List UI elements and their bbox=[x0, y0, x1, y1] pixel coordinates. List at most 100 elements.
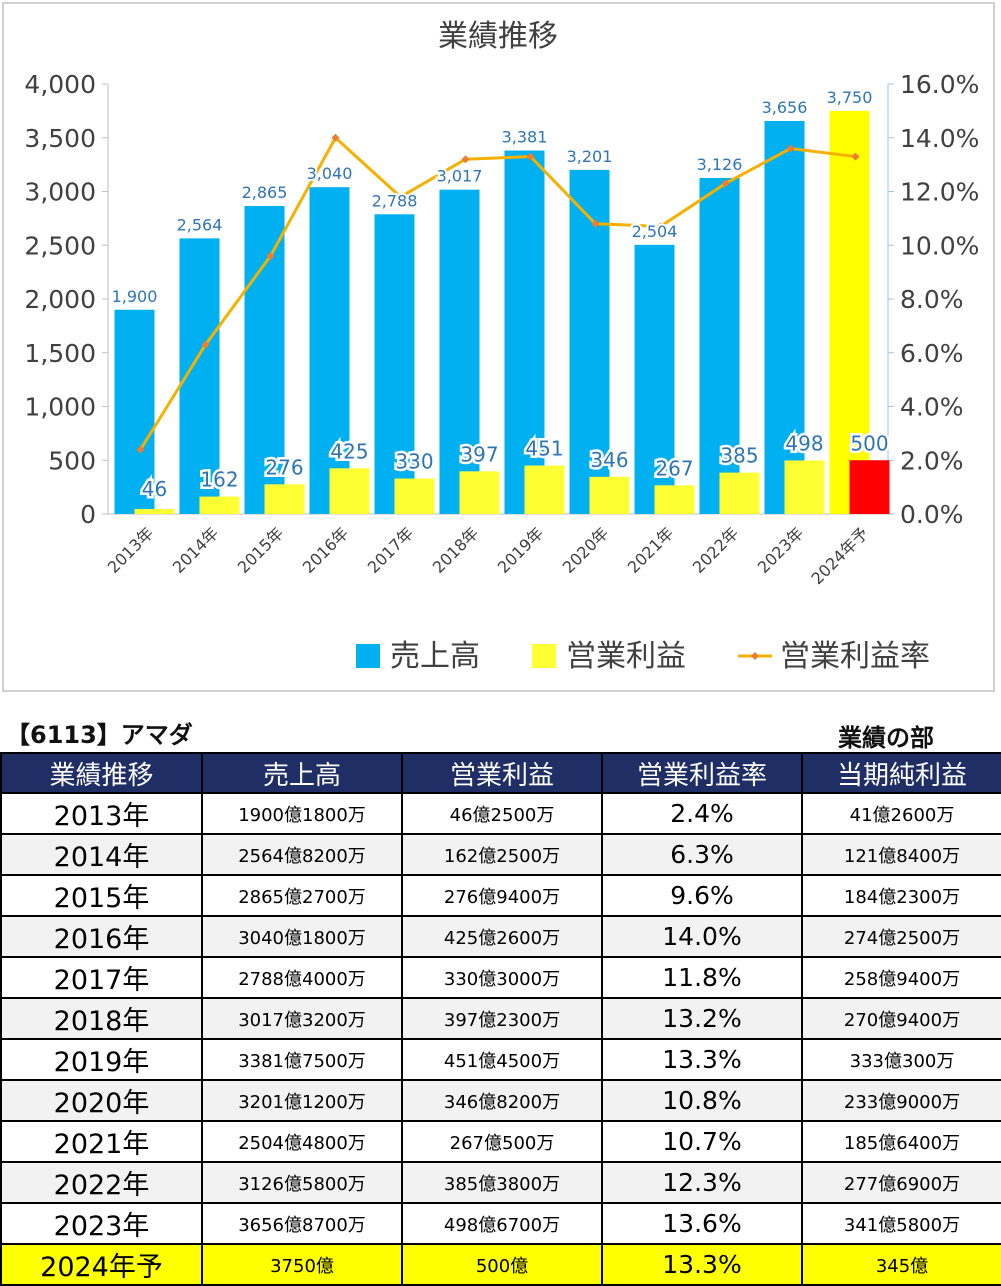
table-cell-period: 2018年 bbox=[0, 997, 203, 1040]
y2-tick-label: 14.0% bbox=[900, 124, 979, 153]
x-tick-label: 2022年 bbox=[689, 523, 743, 577]
table-cell-operating-margin: 10.8% bbox=[601, 1079, 803, 1122]
revenue-data-label: 3,040 bbox=[307, 164, 353, 183]
operating-profit-data-label: 397 bbox=[460, 442, 498, 466]
table-cell-revenue: 2504億4800万 bbox=[201, 1120, 403, 1163]
y-tick-label: 1,500 bbox=[24, 339, 96, 368]
company-name: 【6113】アマダ bbox=[6, 721, 193, 749]
section-label: 業績の部 bbox=[838, 724, 934, 752]
table-cell-operating-margin: 6.3% bbox=[601, 833, 803, 876]
table-cell-operating-margin: 13.3% bbox=[601, 1243, 803, 1286]
table-row: 2013年 1900億1800万 46億2500万 2.4% 41億2600万 bbox=[0, 792, 1001, 835]
header-operating-margin: 営業利益率 bbox=[601, 752, 803, 794]
table-cell-revenue: 3381億7500万 bbox=[201, 1038, 403, 1081]
header-period: 業績推移 bbox=[0, 752, 203, 794]
y-tick-label: 4,000 bbox=[24, 70, 96, 99]
revenue-data-label: 1,900 bbox=[112, 287, 158, 306]
table-cell-period: 2020年 bbox=[0, 1079, 203, 1122]
table-cell-period: 2021年 bbox=[0, 1120, 203, 1163]
x-tick-label: 2015年 bbox=[234, 523, 288, 577]
table-row: 2024年予 3750億 500億 13.3% 345億 bbox=[0, 1243, 1001, 1286]
operating-margin-point bbox=[851, 152, 860, 161]
table-cell-operating-profit: 385億3800万 bbox=[401, 1161, 603, 1204]
revenue-data-label: 3,381 bbox=[502, 128, 548, 147]
table-cell-operating-margin: 13.6% bbox=[601, 1202, 803, 1245]
x-tick-label: 2016年 bbox=[299, 523, 353, 577]
table-cell-revenue: 2564億8200万 bbox=[201, 833, 403, 876]
revenue-data-label: 2,788 bbox=[372, 191, 418, 210]
table-cell-operating-profit: 276億9400万 bbox=[401, 874, 603, 917]
operating-margin-point bbox=[136, 445, 145, 454]
y2-tick-label: 8.0% bbox=[900, 285, 964, 314]
table-cell-net-income: 185億6400万 bbox=[801, 1120, 1001, 1163]
operating-profit-data-label: 498 bbox=[785, 431, 823, 455]
operating-margin-point bbox=[266, 252, 275, 260]
table-row: 2019年 3381億7500万 451億4500万 13.3% 333億300万 bbox=[0, 1038, 1001, 1081]
operating-profit-bar bbox=[849, 460, 890, 514]
revenue-bar bbox=[114, 309, 155, 514]
operating-profit-data-label: 500 bbox=[850, 431, 888, 455]
table-cell-operating-profit: 500億 bbox=[401, 1243, 603, 1286]
table-cell-operating-margin: 12.3% bbox=[601, 1161, 803, 1204]
y-tick-label: 3,500 bbox=[24, 124, 96, 153]
table-cell-net-income: 233億9000万 bbox=[801, 1079, 1001, 1122]
table-cell-operating-margin: 2.4% bbox=[601, 792, 803, 835]
operating-margin-point bbox=[396, 192, 405, 201]
table-cell-period: 2023年 bbox=[0, 1202, 203, 1245]
y2-tick-label: 4.0% bbox=[900, 393, 964, 422]
table-cell-operating-margin: 9.6% bbox=[601, 874, 803, 917]
table-cell-operating-profit: 498億6700万 bbox=[401, 1202, 603, 1245]
table-cell-net-income: 333億300万 bbox=[801, 1038, 1001, 1081]
table-row: 2020年 3201億1200万 346億8200万 10.8% 233億9000万 bbox=[0, 1079, 1001, 1122]
revenue-bar bbox=[374, 214, 415, 515]
operating-profit-bar bbox=[134, 509, 175, 514]
y2-tick-label: 0.0% bbox=[900, 500, 964, 529]
table-cell-net-income: 121億8400万 bbox=[801, 833, 1001, 876]
legend-label-operating-profit: 営業利益 bbox=[566, 639, 686, 674]
table-cell-period: 2024年予 bbox=[0, 1243, 203, 1286]
operating-profit-bar bbox=[199, 496, 240, 514]
table-cell-net-income: 277億6900万 bbox=[801, 1161, 1001, 1204]
revenue-bar bbox=[829, 110, 870, 514]
x-tick-label: 2019年 bbox=[494, 523, 548, 577]
x-tick-label: 2017年 bbox=[364, 523, 418, 577]
y-tick-label: 0 bbox=[80, 500, 96, 529]
revenue-data-label: 3,201 bbox=[567, 147, 613, 166]
chart-panel: 業績推移 0 500 1,000 1,500 2,000 2,500 3,000 3,500 4,… bbox=[2, 2, 995, 692]
y-tick-label: 3,000 bbox=[24, 178, 96, 207]
operating-profit-bar bbox=[264, 484, 305, 514]
table-row: 2018年 3017億3200万 397億2300万 13.2% 270億9400万 bbox=[0, 997, 1001, 1040]
y2-tick-label: 16.0% bbox=[900, 70, 979, 99]
operating-margin-point bbox=[201, 340, 210, 349]
table-cell-operating-profit: 346億8200万 bbox=[401, 1079, 603, 1122]
table-cell-revenue: 3656億8700万 bbox=[201, 1202, 403, 1245]
table-cell-revenue: 2865億2700万 bbox=[201, 874, 403, 917]
table-cell-net-income: 270億9400万 bbox=[801, 997, 1001, 1040]
table-cell-operating-profit: 162億2500万 bbox=[401, 833, 603, 876]
table-cell-net-income: 41億2600万 bbox=[801, 792, 1001, 835]
operating-margin-point bbox=[656, 222, 665, 231]
table-cell-revenue: 3126億5800万 bbox=[201, 1161, 403, 1204]
table-cell-operating-margin: 11.8% bbox=[601, 956, 803, 999]
legend-swatch-revenue bbox=[356, 644, 380, 668]
table-cell-operating-profit: 46億2500万 bbox=[401, 792, 603, 835]
x-tick-label: 2024年予 bbox=[807, 523, 872, 588]
table-row: 2016年 3040億1800万 425億2600万 14.0% 274億2500万 bbox=[0, 915, 1001, 958]
table-cell-revenue: 2788億4000万 bbox=[201, 956, 403, 999]
operating-margin-point bbox=[721, 179, 730, 188]
revenue-bar bbox=[699, 177, 740, 514]
operating-profit-data-label: 46 bbox=[142, 477, 167, 501]
table-header-row: 業績推移 売上高 営業利益 営業利益率 当期純利益 bbox=[0, 752, 1001, 794]
table-cell-operating-margin: 14.0% bbox=[601, 915, 803, 958]
operating-profit-bar bbox=[394, 478, 435, 514]
table-row: 2022年 3126億5800万 385億3800万 12.3% 277億6900万 bbox=[0, 1161, 1001, 1204]
table-row: 2021年 2504億4800万 267億500万 10.7% 185億6400万 bbox=[0, 1120, 1001, 1163]
operating-profit-data-label: 162 bbox=[200, 468, 238, 492]
table-cell-revenue: 3750億 bbox=[201, 1243, 403, 1286]
revenue-data-label: 2,564 bbox=[177, 215, 223, 234]
table-cell-period: 2015年 bbox=[0, 874, 203, 917]
x-tick-label: 2023年 bbox=[754, 523, 808, 577]
revenue-data-label: 2,504 bbox=[632, 222, 678, 241]
revenue-bar bbox=[569, 169, 610, 514]
header-revenue: 売上高 bbox=[201, 752, 403, 794]
